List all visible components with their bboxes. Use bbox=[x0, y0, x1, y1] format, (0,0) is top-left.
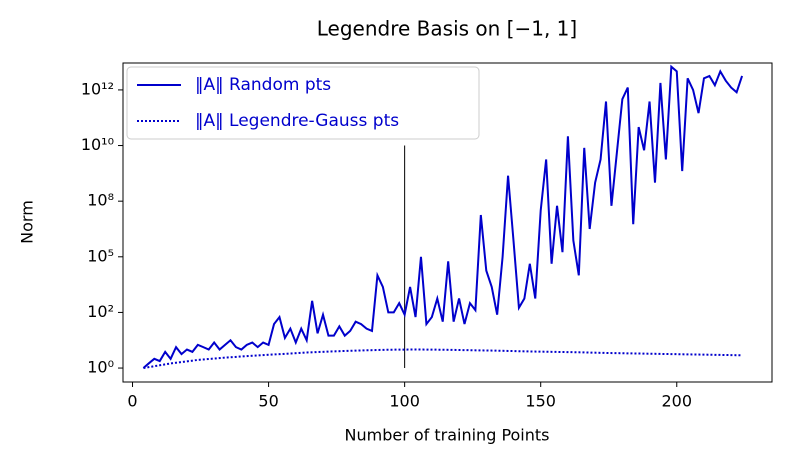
x-axis-label: Number of training Points bbox=[345, 426, 550, 445]
x-tick-label: 150 bbox=[525, 392, 556, 411]
chart-title: Legendre Basis on [−1, 1] bbox=[317, 17, 577, 41]
y-tick-label: 10¹² bbox=[81, 79, 114, 98]
series-line bbox=[143, 348, 743, 370]
x-tick-label: 200 bbox=[661, 392, 692, 411]
y-axis-label: Norm bbox=[18, 200, 37, 244]
y-tick-label: 10² bbox=[87, 302, 114, 321]
x-tick-label: 100 bbox=[389, 392, 420, 411]
y-tick-label: 10⁸ bbox=[87, 191, 114, 210]
x-tick-label: 50 bbox=[258, 392, 278, 411]
legend-label: ‖A‖ Random pts bbox=[195, 75, 331, 95]
y-tick-label: 10¹⁰ bbox=[81, 135, 114, 154]
series-line bbox=[142, 64, 744, 369]
y-tick-label: 10⁰ bbox=[87, 358, 114, 377]
legend-box bbox=[126, 66, 480, 140]
x-tick-label: 0 bbox=[127, 392, 137, 411]
legend-label: ‖A‖ Legendre-Gauss pts bbox=[195, 111, 399, 131]
plot-frame bbox=[122, 62, 773, 383]
y-tick-label: 10⁵ bbox=[87, 246, 114, 265]
